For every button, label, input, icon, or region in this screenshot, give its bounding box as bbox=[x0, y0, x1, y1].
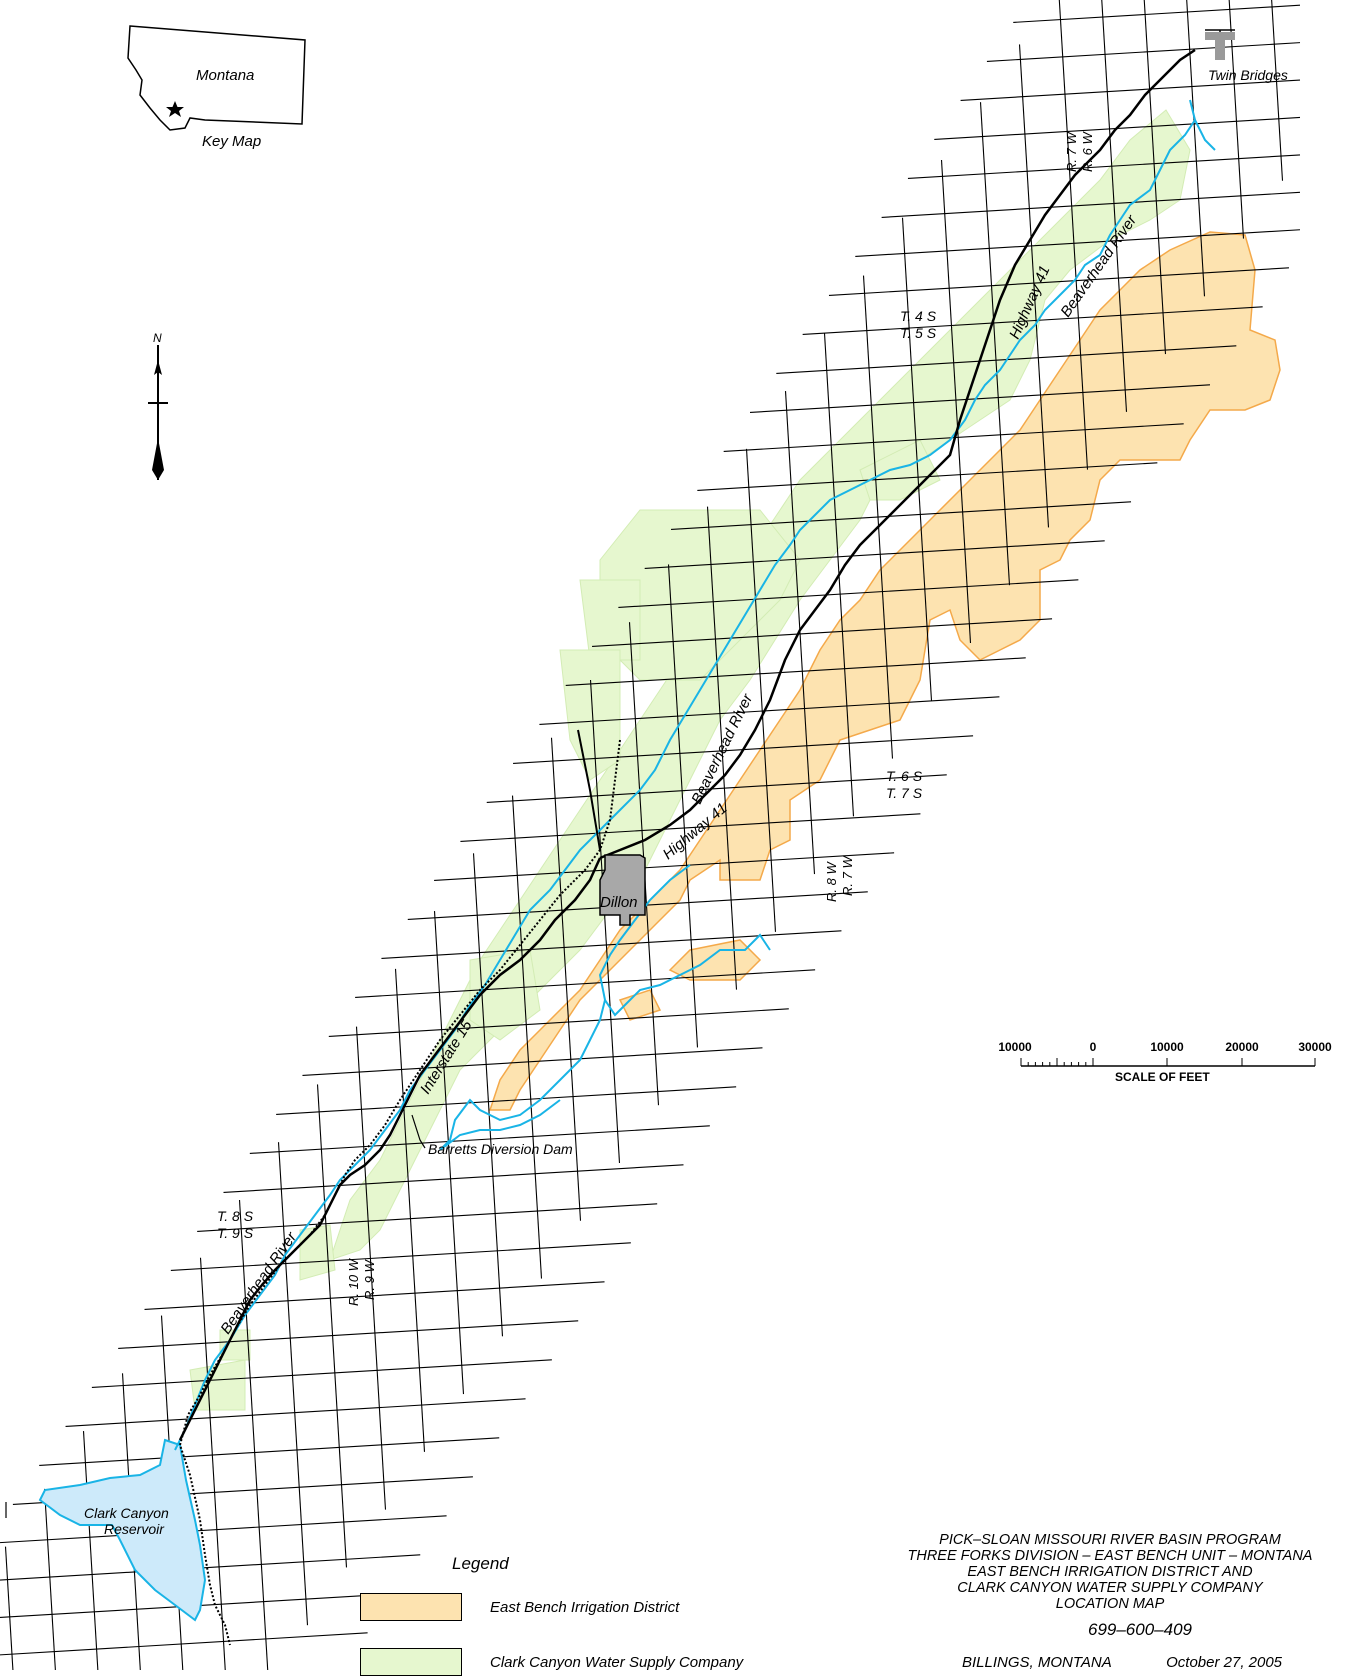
t6s-label: T. 6 S bbox=[886, 768, 923, 784]
t4s-label: T. 4 S bbox=[900, 308, 937, 324]
legend-swatch-east-bench bbox=[360, 1593, 462, 1621]
scale-bar: 10000 0 10000 20000 30000 SCALE OF FEET bbox=[995, 1040, 1340, 1092]
scale-tick-label: 30000 bbox=[1298, 1040, 1332, 1054]
legend-swatch-clark-canyon bbox=[360, 1648, 462, 1676]
drawing-number: 699–600–409 bbox=[1087, 1620, 1192, 1639]
t8s-label: T. 8 S bbox=[217, 1208, 254, 1224]
key-map-caption: Key Map bbox=[202, 133, 261, 150]
north-arrow-letter: N bbox=[153, 331, 162, 345]
railroad bbox=[178, 739, 621, 1646]
dam-leader bbox=[411, 1114, 426, 1149]
t7s-label: T. 7 S bbox=[886, 785, 923, 801]
key-map: Montana Key Map bbox=[127, 25, 306, 150]
r8w-label: R. 8 W bbox=[824, 861, 839, 902]
scale-tick-label: 20000 bbox=[1225, 1040, 1259, 1054]
twin-bridges-label: Twin Bridges bbox=[1208, 67, 1288, 83]
t9s-label: T. 9 S bbox=[217, 1225, 254, 1241]
date-label: October 27, 2005 bbox=[1166, 1654, 1283, 1671]
title-line: LOCATION MAP bbox=[1055, 1596, 1165, 1612]
legend-title: Legend bbox=[452, 1554, 509, 1573]
legend-item-east-bench: East Bench Irrigation District bbox=[360, 1592, 679, 1622]
roads bbox=[178, 29, 1235, 1646]
survey-labels: R. 7 W R. 6 W T. 4 S T. 5 S T. 6 S T. 7 … bbox=[217, 131, 1095, 1306]
title-block: PICK–SLOAN MISSOURI RIVER BASIN PROGRAM … bbox=[880, 1532, 1340, 1612]
t5s-label: T. 5 S bbox=[900, 325, 937, 341]
scale-bar-graphic bbox=[1020, 1058, 1316, 1067]
title-line: CLARK CANYON WATER SUPPLY COMPANY bbox=[957, 1580, 1263, 1596]
scale-tick-label: 10000 bbox=[998, 1040, 1032, 1054]
river-label-lower: Beaverhead River bbox=[217, 1228, 300, 1337]
place-date: BILLINGS, MONTANA October 27, 2005 bbox=[962, 1654, 1282, 1671]
place-label: BILLINGS, MONTANA bbox=[962, 1654, 1112, 1671]
scale-tick-label: 10000 bbox=[1150, 1040, 1184, 1054]
clark-canyon-reservoir bbox=[38, 1438, 207, 1622]
legend-label-east-bench: East Bench Irrigation District bbox=[490, 1598, 680, 1616]
highway-41 bbox=[599, 48, 1196, 860]
rivers bbox=[174, 99, 1216, 1451]
reservoir-label-line2: Reservoir bbox=[104, 1521, 165, 1537]
montana-outline bbox=[127, 25, 306, 131]
north-arrow: N bbox=[148, 331, 168, 480]
scale-unit-label: SCALE OF FEET bbox=[1115, 1070, 1210, 1084]
r7w-top-label: R. 7 W bbox=[1064, 131, 1079, 172]
title-line: PICK–SLOAN MISSOURI RIVER BASIN PROGRAM bbox=[939, 1532, 1281, 1548]
r10w-label: R. 10 W bbox=[346, 1257, 361, 1306]
dillon-label: Dillon bbox=[600, 894, 638, 911]
title-line: THREE FORKS DIVISION – EAST BENCH UNIT –… bbox=[907, 1548, 1313, 1564]
title-line: EAST BENCH IRRIGATION DISTRICT AND bbox=[967, 1564, 1253, 1580]
r6w-top-label: R. 6 W bbox=[1080, 131, 1095, 172]
clark-canyon-lands bbox=[189, 109, 1191, 1411]
r9w-label: R. 9 W bbox=[362, 1259, 377, 1300]
beaverhead-river bbox=[174, 99, 1197, 1451]
legend-item-clark-canyon: Clark Canyon Water Supply Company bbox=[360, 1647, 743, 1677]
dillon-city-area bbox=[599, 854, 646, 926]
key-map-state-label: Montana bbox=[196, 67, 254, 84]
scale-tick-label: 0 bbox=[1089, 1040, 1097, 1054]
dam-label: Barretts Diversion Dam bbox=[428, 1141, 573, 1157]
star-icon bbox=[166, 101, 184, 117]
r7w-mid-label: R. 7 W bbox=[840, 855, 855, 896]
legend-label-clark-canyon: Clark Canyon Water Supply Company bbox=[490, 1653, 744, 1671]
reservoir-label-line1: Clark Canyon bbox=[84, 1505, 169, 1521]
red-rock-branch bbox=[598, 864, 771, 1017]
twin-bridges-marker bbox=[1205, 32, 1235, 60]
